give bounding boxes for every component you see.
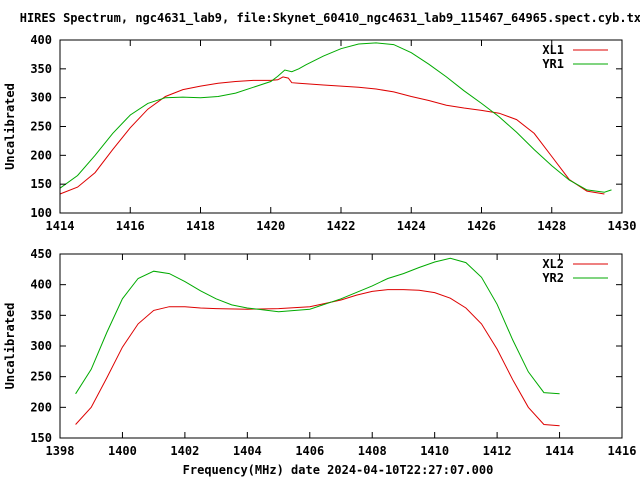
bottom-legend-label-xl2: XL2 [542,257,564,271]
bottom-ytick-label: 150 [30,431,52,445]
bottom-xtick-label: 1400 [108,444,137,458]
top-xtick-label: 1418 [186,219,215,233]
top-legend-label-yr1: YR1 [542,57,564,71]
top-plot-ylabel: Uncalibrated [3,83,17,170]
top-ytick-label: 250 [30,120,52,134]
bottom-xtick-label: 1402 [170,444,199,458]
top-xtick-label: 1428 [537,219,566,233]
bottom-xtick-label: 1408 [358,444,387,458]
bottom-xtick-label: 1416 [608,444,637,458]
bottom-ytick-label: 250 [30,370,52,384]
bottom-xtick-label: 1410 [420,444,449,458]
top-ytick-label: 400 [30,33,52,47]
top-xtick-label: 1422 [327,219,356,233]
top-plot-frame [59,39,623,214]
chart-title: HIRES Spectrum, ngc4631_lab9, file:Skyne… [20,11,640,26]
top-series-yr1 [59,42,612,193]
bottom-plot-frame [59,253,623,439]
bottom-ytick-label: 400 [30,278,52,292]
bottom-xtick-label: 1398 [46,444,75,458]
bottom-xtick-label: 1414 [545,444,574,458]
top-ytick-label: 150 [30,177,52,191]
top-ytick-label: 100 [30,206,52,220]
bottom-ytick-label: 350 [30,308,52,322]
bottom-ytick-label: 450 [30,247,52,261]
bottom-ytick-label: 200 [30,400,52,414]
bottom-legend-label-yr2: YR2 [542,271,564,285]
bottom-xtick-label: 1406 [295,444,324,458]
top-xtick-label: 1416 [116,219,145,233]
top-xtick-label: 1414 [46,219,75,233]
top-xtick-label: 1430 [608,219,637,233]
bottom-series-xl2 [75,289,560,427]
top-xtick-label: 1420 [256,219,285,233]
top-series-xl1 [59,76,605,195]
bottom-ytick-label: 300 [30,339,52,353]
top-ytick-label: 200 [30,148,52,162]
bottom-plot-ylabel: Uncalibrated [3,303,17,390]
bottom-xtick-label: 1404 [233,444,262,458]
top-xtick-label: 1426 [467,219,496,233]
top-legend-label-xl1: XL1 [542,43,564,57]
bottom-series-yr2 [75,257,560,395]
top-ytick-label: 350 [30,62,52,76]
bottom-plot: 1398 1400 1402 1404 1406 1408 1410 1412 1414 1416… [3,247,636,458]
top-xtick-label: 1424 [397,219,426,233]
top-plot: 1414 1416 1418 1420 1422 1424 1426 1428 1430 100 1… [3,33,636,233]
top-ytick-label: 300 [30,91,52,105]
x-axis-label: Frequency(MHz) date 2024-04-10T22:27:07.… [183,463,494,477]
bottom-xtick-label: 1412 [483,444,512,458]
